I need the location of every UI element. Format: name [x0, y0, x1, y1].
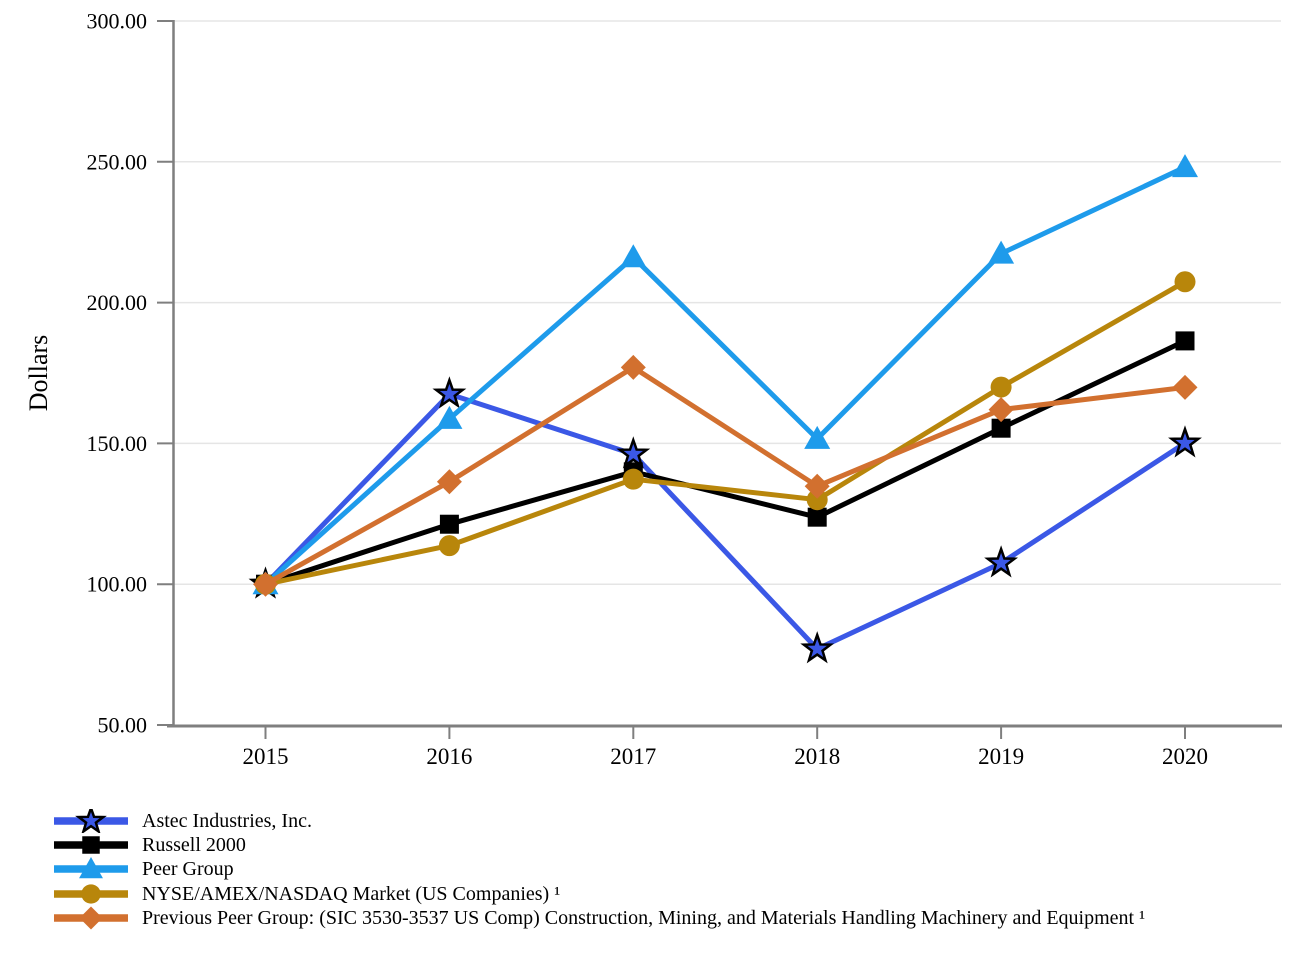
- series-line: [263, 338, 1188, 587]
- series-1: [248, 376, 1202, 664]
- legend-label: NYSE/AMEX/NASDAQ Market (US Companies) ¹: [142, 882, 561, 905]
- circle-marker: [1174, 271, 1196, 293]
- diamond-marker: [253, 571, 278, 597]
- x-tick-label: 2015: [243, 744, 289, 769]
- square-marker: [991, 418, 1011, 438]
- gridlines: [173, 20, 1281, 585]
- y-tick-label: 300.00: [87, 9, 148, 34]
- x-tick-label: 2018: [794, 744, 840, 769]
- series-4: [255, 271, 1196, 595]
- star-marker: [984, 545, 1019, 578]
- legend-label: Astec Industries, Inc.: [142, 810, 312, 833]
- legend-item: Russell 2000: [53, 833, 1145, 857]
- diamond-marker: [436, 469, 462, 495]
- circle-marker: [438, 535, 460, 557]
- diamond-marker: [620, 354, 646, 380]
- series-5: [253, 354, 1198, 597]
- legend-swatch-diamond: [54, 906, 128, 930]
- legend-item: Previous Peer Group: (SIC 3530-3537 US C…: [53, 906, 1145, 930]
- legend-label: Previous Peer Group: (SIC 3530-3537 US C…: [142, 906, 1146, 929]
- performance-line-chart: 50.00 100.00 150.00 200.00 250.00 300.00 2015 2…: [24, 9, 1282, 769]
- x-tick-label: 2016: [426, 744, 472, 769]
- series-line: [263, 364, 1188, 587]
- diamond-marker: [1172, 374, 1198, 400]
- circle-marker: [81, 883, 101, 904]
- square-marker: [439, 514, 459, 534]
- star-marker: [616, 436, 651, 469]
- diamond-marker: [79, 906, 103, 930]
- star-marker: [75, 809, 107, 834]
- legend-swatch-star: [54, 809, 128, 834]
- series-line: [263, 164, 1188, 587]
- axes: 50.00 100.00 150.00 200.00 250.00 300.00 2015 2…: [87, 9, 1282, 769]
- triangle-marker: [1172, 154, 1198, 178]
- legend-swatch-square: [54, 836, 128, 855]
- y-tick-label: 200.00: [87, 290, 148, 315]
- x-tick-label: 2020: [1162, 744, 1208, 769]
- x-tick-label: 2017: [610, 744, 656, 769]
- star-marker: [432, 376, 467, 409]
- star-marker: [800, 631, 835, 664]
- legend-label: Russell 2000: [142, 834, 246, 857]
- triangle-marker: [988, 240, 1015, 264]
- triangle-marker: [79, 857, 103, 879]
- diamond-marker: [804, 473, 830, 499]
- series-line: [263, 391, 1188, 652]
- circle-marker: [622, 468, 644, 490]
- chart-legend: Astec Industries, Inc. Russell 2000 Peer G…: [53, 809, 1145, 930]
- triangle-marker: [620, 244, 647, 268]
- square-marker: [82, 836, 100, 855]
- diamond-marker: [988, 397, 1014, 423]
- y-tick-label: 250.00: [87, 149, 148, 174]
- triangle-marker: [804, 425, 831, 449]
- triangle-marker: [436, 405, 463, 429]
- circle-marker: [806, 489, 828, 511]
- square-marker: [1175, 331, 1195, 351]
- series-line: [263, 279, 1188, 587]
- legend-swatch-circle: [54, 883, 128, 904]
- legend-label: Peer Group: [142, 858, 234, 881]
- y-axis-title: Dollars: [24, 335, 53, 412]
- x-tick-label: 2019: [978, 744, 1024, 769]
- y-tick-label: 150.00: [87, 431, 148, 456]
- circle-marker: [990, 376, 1012, 398]
- y-tick-label: 100.00: [87, 572, 148, 597]
- y-tick-label: 50.00: [98, 713, 148, 738]
- square-marker: [807, 507, 827, 527]
- legend-item: Astec Industries, Inc.: [53, 809, 1145, 834]
- legend-swatch-triangle: [54, 857, 128, 879]
- star-marker: [1168, 425, 1202, 458]
- legend-item: NYSE/AMEX/NASDAQ Market (US Companies) ¹: [53, 882, 1145, 906]
- legend-item: Peer Group: [53, 857, 1145, 881]
